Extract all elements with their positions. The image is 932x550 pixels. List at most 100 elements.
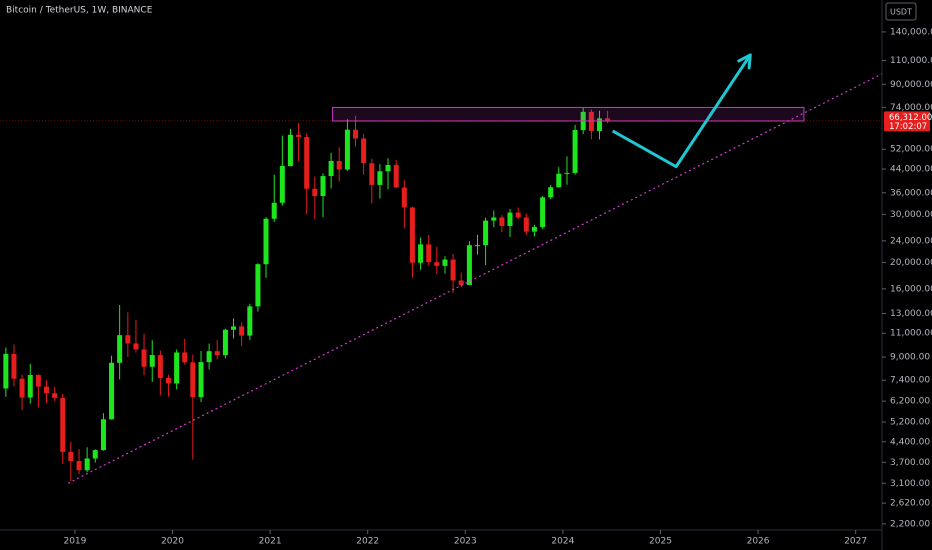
currency-label[interactable]: USDT: [890, 8, 912, 17]
candle-body: [523, 217, 529, 232]
candle-body: [312, 188, 318, 196]
candle-body: [60, 397, 66, 452]
candle-body: [198, 362, 204, 398]
y-tick-label: 36,000.00: [890, 188, 932, 198]
trendline: [67, 73, 882, 484]
candle-body: [393, 165, 399, 188]
candle-body: [369, 163, 375, 185]
x-tick-label: 2026: [747, 537, 770, 547]
candle-body: [109, 362, 115, 420]
candle-body: [149, 355, 155, 367]
y-tick-label: 90,000.00: [890, 80, 932, 90]
y-tick-label: 110,000.00: [890, 56, 932, 66]
candle-body: [458, 280, 464, 285]
candle-body: [572, 130, 578, 173]
candle-body: [385, 165, 391, 172]
plot-area: [0, 53, 882, 484]
candle-body: [19, 378, 25, 398]
candle-body: [117, 335, 123, 363]
y-tick-label: 3,100.00: [890, 479, 930, 489]
x-tick-label: 2024: [551, 537, 574, 547]
candle-body: [222, 329, 228, 356]
candle-body: [377, 171, 383, 185]
candle-body: [174, 352, 180, 384]
y-tick-label: 44,000.00: [890, 165, 932, 175]
y-tick-label: 16,000.00: [890, 284, 932, 294]
candle-body: [564, 172, 570, 174]
candle-body: [190, 362, 196, 398]
y-tick-label: 140,000.00: [890, 27, 932, 37]
y-tick-label: 7,400.00: [890, 376, 930, 386]
candle-body: [507, 212, 513, 226]
x-tick-label: 2019: [63, 537, 86, 547]
y-tick-label: 4,400.00: [890, 437, 930, 447]
x-tick-label: 2020: [161, 537, 184, 547]
candle-body: [76, 461, 82, 471]
candle-body: [605, 118, 611, 121]
last-price-box: [884, 111, 930, 132]
candle-body: [255, 264, 261, 307]
candle-body: [182, 352, 188, 363]
forecast-arrow: [611, 54, 752, 169]
candle-body: [141, 349, 147, 367]
y-tick-label: 2,620.00: [890, 499, 930, 509]
x-tick-label: 2023: [454, 537, 477, 547]
candle-body: [239, 326, 245, 336]
candle-body: [409, 207, 415, 263]
candle-body: [531, 227, 537, 232]
y-tick-label: 2,200.00: [890, 519, 930, 529]
candle-body: [466, 245, 472, 285]
candle-body: [3, 353, 9, 389]
y-tick-label: 5,200.00: [890, 417, 930, 427]
candle-body: [92, 450, 98, 459]
candle-body: [328, 160, 334, 177]
candle-body: [320, 176, 326, 196]
candle-body: [125, 335, 131, 344]
candle-body: [206, 351, 212, 363]
candle-body: [434, 262, 440, 266]
last-price-label: 66,312.00: [889, 113, 932, 123]
x-tick-label: 2027: [844, 537, 867, 547]
candle-body: [214, 351, 220, 356]
candle-body: [84, 458, 90, 471]
countdown-label: 17:02:07: [889, 122, 927, 132]
arrow-head: [737, 53, 752, 70]
candle-body: [474, 245, 481, 247]
candle-body: [540, 197, 546, 228]
candle-body: [426, 244, 432, 263]
candle-body: [68, 451, 74, 462]
candle-body: [515, 212, 521, 218]
y-tick-label: 52,000.00: [890, 145, 932, 155]
candle-body: [596, 118, 602, 131]
candle-body: [165, 377, 171, 384]
candle-body: [499, 217, 505, 226]
candle-body: [247, 306, 253, 336]
y-tick-label: 11,000.00: [890, 329, 932, 339]
y-tick-label: 13,000.00: [890, 309, 932, 319]
y-tick-label: 9,000.00: [890, 353, 930, 363]
resistance-zone: [332, 106, 805, 122]
currency-box[interactable]: [885, 2, 917, 21]
candle-body: [548, 187, 554, 198]
candle-body: [231, 326, 237, 330]
candle-body: [11, 353, 17, 379]
y-tick-label: 30,000.00: [890, 210, 932, 220]
candle-body: [43, 386, 49, 394]
candle-body: [304, 136, 310, 189]
symbol-title: Bitcoin / TetherUS, 1W, BINANCE: [6, 6, 153, 16]
candle-body: [442, 259, 448, 266]
candle-body: [336, 160, 342, 170]
x-tick-label: 2022: [356, 537, 379, 547]
candle-body: [353, 129, 359, 139]
candle-body: [279, 166, 285, 203]
candle-body: [35, 375, 41, 387]
y-tick-label: 74,000.00: [890, 103, 932, 113]
candle-body: [287, 134, 293, 167]
candle-body: [27, 375, 33, 398]
candle-body: [271, 202, 277, 219]
candle-body: [556, 173, 562, 188]
candle-body: [263, 218, 269, 265]
y-tick-label: 20,000.00: [890, 258, 932, 268]
